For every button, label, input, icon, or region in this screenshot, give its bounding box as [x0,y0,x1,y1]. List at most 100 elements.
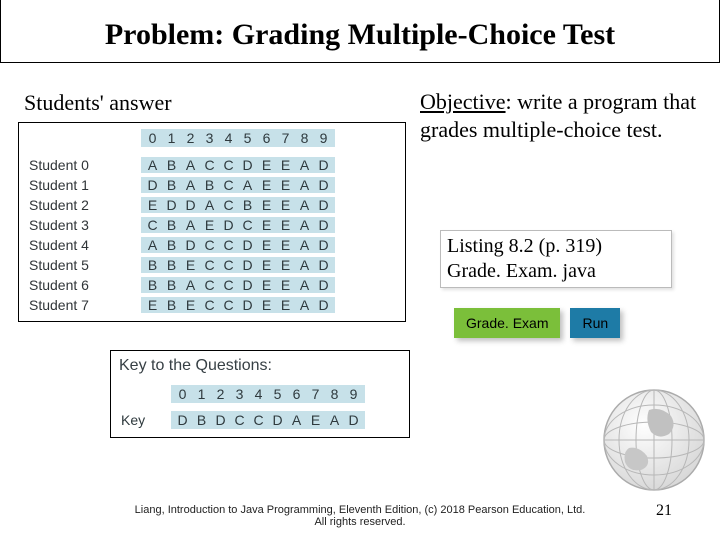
key-row: Key DBDCCDAEAD [119,411,401,429]
table-cell: E [257,157,276,173]
table-cell: A [295,177,314,193]
table-cell: A [295,277,314,293]
table-cell: B [162,157,181,173]
table-cell: A [287,412,306,428]
table-row: Student 5BBECCDEEAD [23,255,401,275]
table-row: Student 4ABDCCDEEAD [23,235,401,255]
table-cell: D [238,257,257,273]
table-cell: D [238,297,257,313]
column-index: 9 [344,386,363,402]
table-cell: D [344,412,363,428]
table-cell: B [200,177,219,193]
table-cell: B [143,257,162,273]
table-cell: D [181,197,200,213]
column-index: 7 [276,130,295,146]
globe-icon [594,380,714,500]
table-cell: C [200,237,219,253]
table-cell: E [181,257,200,273]
column-index: 5 [268,386,287,402]
footer: Liang, Introduction to Java Programming,… [0,504,720,528]
page-number: 21 [656,502,672,520]
table-cell: B [192,412,211,428]
table-cell: D [314,297,333,313]
column-index: 0 [173,386,192,402]
table-cell: B [162,217,181,233]
row-label: Student 3 [23,217,141,233]
table-cell: C [230,412,249,428]
row-label: Student 4 [23,237,141,253]
table-cell: C [200,157,219,173]
table-cell: D [181,237,200,253]
table-cell: B [143,277,162,293]
slide-title: Problem: Grading Multiple-Choice Test [0,0,720,63]
table-cell: E [257,237,276,253]
table-cell: E [181,297,200,313]
table-cell: C [219,297,238,313]
table-cell: C [143,217,162,233]
row-label: Student 2 [23,197,141,213]
objective-text: Objective: write a program that grades m… [420,88,700,143]
table-cell: A [295,297,314,313]
answer-key-table: Key to the Questions: 0123456789 Key DBD… [110,350,410,438]
table-cell: A [181,177,200,193]
run-button[interactable]: Run [570,308,620,338]
table-cell: A [325,412,344,428]
table-cell: E [257,257,276,273]
table-cell: D [173,412,192,428]
row-label: Student 7 [23,297,141,313]
table-cell: A [200,197,219,213]
table-cell: E [257,197,276,213]
table-cell: A [181,157,200,173]
table-cell: D [314,157,333,173]
table-cell: C [219,197,238,213]
table-cell: B [162,177,181,193]
table-cell: C [200,297,219,313]
column-index: 1 [192,386,211,402]
table-cell: E [257,177,276,193]
table-cell: C [219,177,238,193]
column-index: 1 [162,130,181,146]
table-cell: E [276,257,295,273]
table-cell: E [276,197,295,213]
table-cell: D [238,157,257,173]
table-cell: A [295,257,314,273]
footer-line-2: All rights reserved. [0,516,720,528]
column-index: 3 [200,130,219,146]
grade-exam-button[interactable]: Grade. Exam [454,308,560,338]
listing-line-1: Listing 8.2 (p. 319) [447,234,665,259]
table-cell: C [238,217,257,233]
table-cell: E [257,297,276,313]
table-row: Student 2EDDACBEEAD [23,195,401,215]
table-cell: D [238,277,257,293]
table-cell: D [314,257,333,273]
table-row: Student 3CBAEDCEEAD [23,215,401,235]
table-cell: B [162,237,181,253]
table-cell: A [295,217,314,233]
column-index: 4 [219,130,238,146]
column-index: 4 [249,386,268,402]
row-label: Student 0 [23,157,141,173]
table-row: Student 1DBABCAEEAD [23,175,401,195]
table-cell: A [181,217,200,233]
table-cell: C [249,412,268,428]
button-row: Grade. Exam Run [454,308,620,338]
table-cell: E [276,157,295,173]
column-index: 7 [306,386,325,402]
listing-box: Listing 8.2 (p. 319) Grade. Exam. java [440,230,672,288]
column-index: 8 [325,386,344,402]
table-row: Student 0ABACCDEEAD [23,155,401,175]
column-index: 5 [238,130,257,146]
table-cell: A [181,277,200,293]
table-cell: C [200,257,219,273]
column-index: 2 [211,386,230,402]
table-cell: D [314,177,333,193]
table-cell: E [143,297,162,313]
table-cell: D [314,197,333,213]
table-cell: A [295,237,314,253]
column-index: 8 [295,130,314,146]
table-cell: A [143,157,162,173]
table-cell: C [219,237,238,253]
column-index: 6 [257,130,276,146]
table-cell: A [238,177,257,193]
answers-table: 0123456789 Student 0ABACCDEEADStudent 1D… [18,122,406,322]
